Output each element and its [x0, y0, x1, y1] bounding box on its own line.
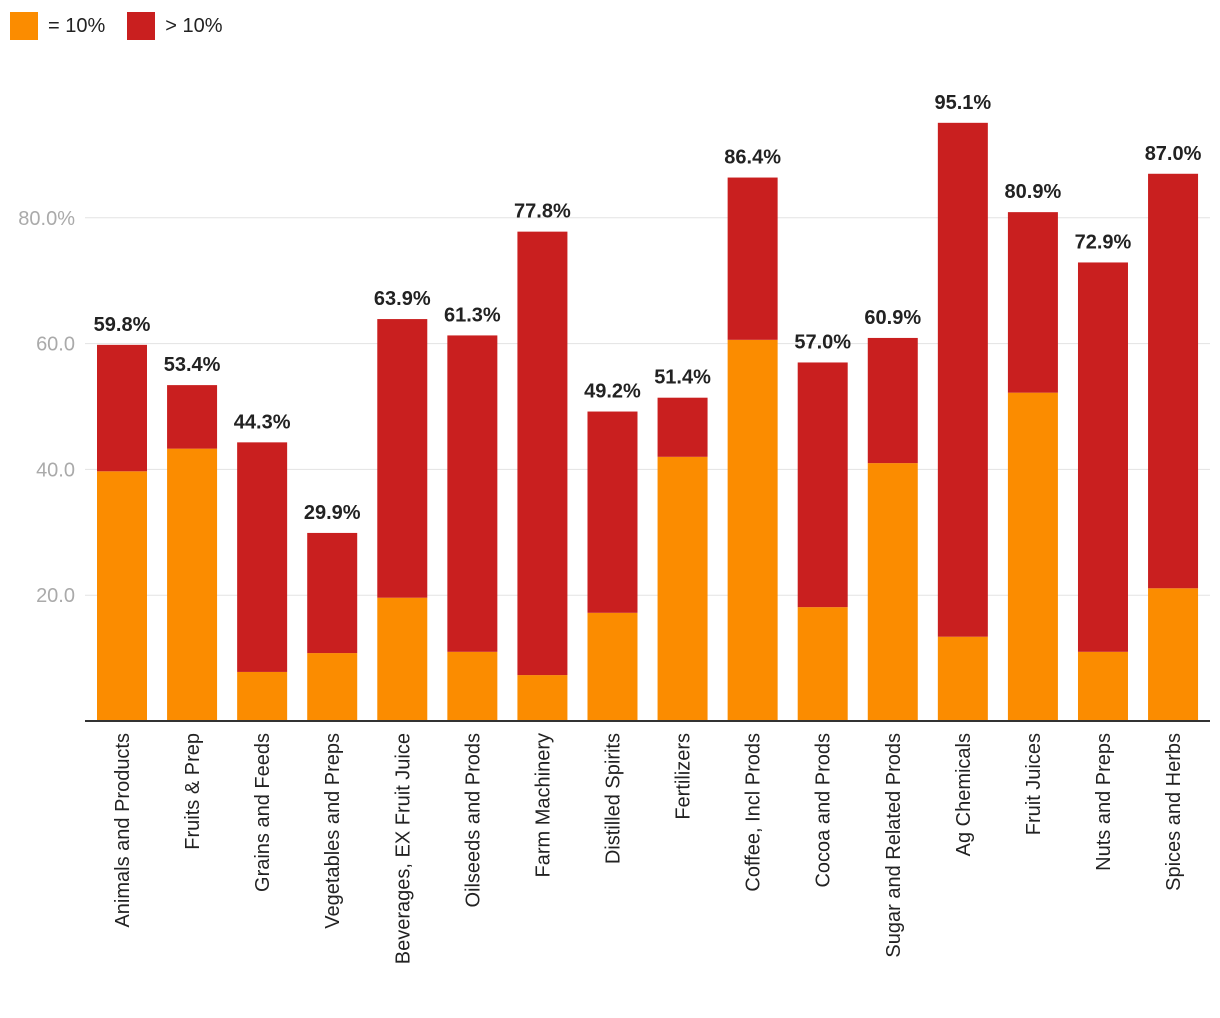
bar-segment-equal-10 — [1077, 651, 1128, 721]
x-category-label: Beverages, EX Fruit Juice — [392, 733, 414, 964]
x-category-label: Sugar and Related Prods — [883, 733, 905, 958]
legend-label-equal-10: = 10% — [48, 14, 106, 37]
legend-label-over-10: > 10% — [165, 14, 223, 37]
x-category-label: Fruit Juices — [1023, 733, 1045, 835]
bar-segment-equal-10 — [1007, 392, 1058, 721]
bar-segment-over-10 — [307, 532, 358, 654]
bar-segment-equal-10 — [727, 339, 778, 721]
x-category-label: Fertilizers — [673, 733, 695, 820]
y-tick-label: 40.0 — [36, 459, 75, 481]
bar-segment-over-10 — [447, 335, 498, 652]
x-category-label: Fruits & Prep — [182, 733, 204, 850]
bar-segment-over-10 — [797, 362, 848, 608]
bar-total-label: 61.3% — [444, 304, 501, 326]
bar-segment-over-10 — [937, 122, 988, 637]
bar-total-label: 80.9% — [1005, 181, 1062, 203]
bar-segment-equal-10 — [797, 607, 848, 721]
bar-segment-equal-10 — [517, 675, 568, 721]
x-category-label: Coffee, Incl Prods — [743, 733, 765, 892]
bar-segment-over-10 — [1148, 173, 1199, 589]
bar-total-label: 51.4% — [654, 367, 711, 389]
bar-segment-over-10 — [587, 411, 638, 613]
bar-segment-equal-10 — [447, 651, 498, 721]
y-tick-label: 20.0 — [36, 585, 75, 607]
bar-segment-over-10 — [1007, 212, 1058, 393]
bar-total-label: 29.9% — [304, 502, 361, 524]
bar-segment-over-10 — [97, 344, 147, 472]
bar-segment-equal-10 — [657, 456, 708, 721]
bar-segment-equal-10 — [97, 471, 147, 721]
bar-segment-equal-10 — [307, 653, 358, 721]
x-category-label: Spices and Herbs — [1163, 733, 1185, 891]
bar-segment-over-10 — [867, 337, 918, 464]
y-tick-label: 60.0 — [36, 334, 75, 356]
bar-segment-over-10 — [167, 385, 218, 449]
bar-total-label: 53.4% — [164, 354, 221, 376]
legend-swatch-over-10 — [127, 12, 156, 40]
x-category-label: Ag Chemicals — [953, 733, 975, 856]
bar-total-label: 63.9% — [374, 288, 431, 310]
legend-item-equal-10: = 10% — [10, 12, 105, 40]
bar-segment-equal-10 — [167, 448, 218, 721]
x-category-label: Animals and Products — [112, 733, 134, 928]
bar-total-label: 60.9% — [864, 307, 921, 329]
bar-segment-over-10 — [517, 231, 568, 676]
legend-swatch-equal-10 — [10, 12, 38, 40]
bar-segment-over-10 — [237, 442, 288, 672]
bar-segment-equal-10 — [867, 463, 918, 721]
bar-total-label: 72.9% — [1075, 231, 1132, 253]
bar-segment-over-10 — [1077, 262, 1128, 652]
x-category-label: Oilseeds and Prods — [462, 733, 484, 908]
bar-segment-over-10 — [657, 397, 708, 457]
bar-total-label: 44.3% — [234, 411, 291, 433]
bar-total-label: 77.8% — [514, 201, 571, 223]
y-tick-label: 80.0% — [18, 208, 75, 230]
bar-total-label: 49.2% — [584, 381, 641, 403]
x-category-label: Cocoa and Prods — [813, 733, 835, 888]
x-category-label: Grains and Feeds — [252, 733, 274, 892]
bar-segment-equal-10 — [587, 612, 638, 721]
bar-segment-equal-10 — [1148, 588, 1199, 721]
x-category-label: Distilled Spirits — [602, 733, 624, 864]
x-category-label: Nuts and Preps — [1093, 733, 1115, 871]
bar-total-label: 95.1% — [934, 92, 991, 114]
bar-segment-equal-10 — [937, 636, 988, 721]
x-category-label: Farm Machinery — [532, 733, 554, 877]
legend: = 10% > 10% — [10, 12, 245, 40]
bar-total-label: 86.4% — [724, 147, 781, 169]
bar-total-label: 87.0% — [1145, 143, 1202, 165]
bar-total-label: 57.0% — [794, 331, 851, 353]
bar-total-label: 59.8% — [94, 314, 151, 336]
legend-item-over-10: > 10% — [127, 12, 223, 40]
bar-segment-equal-10 — [377, 597, 428, 721]
bar-segment-over-10 — [727, 177, 778, 340]
bar-segment-over-10 — [377, 319, 428, 598]
x-category-label: Vegetables and Preps — [322, 733, 344, 929]
bar-segment-equal-10 — [237, 671, 288, 721]
